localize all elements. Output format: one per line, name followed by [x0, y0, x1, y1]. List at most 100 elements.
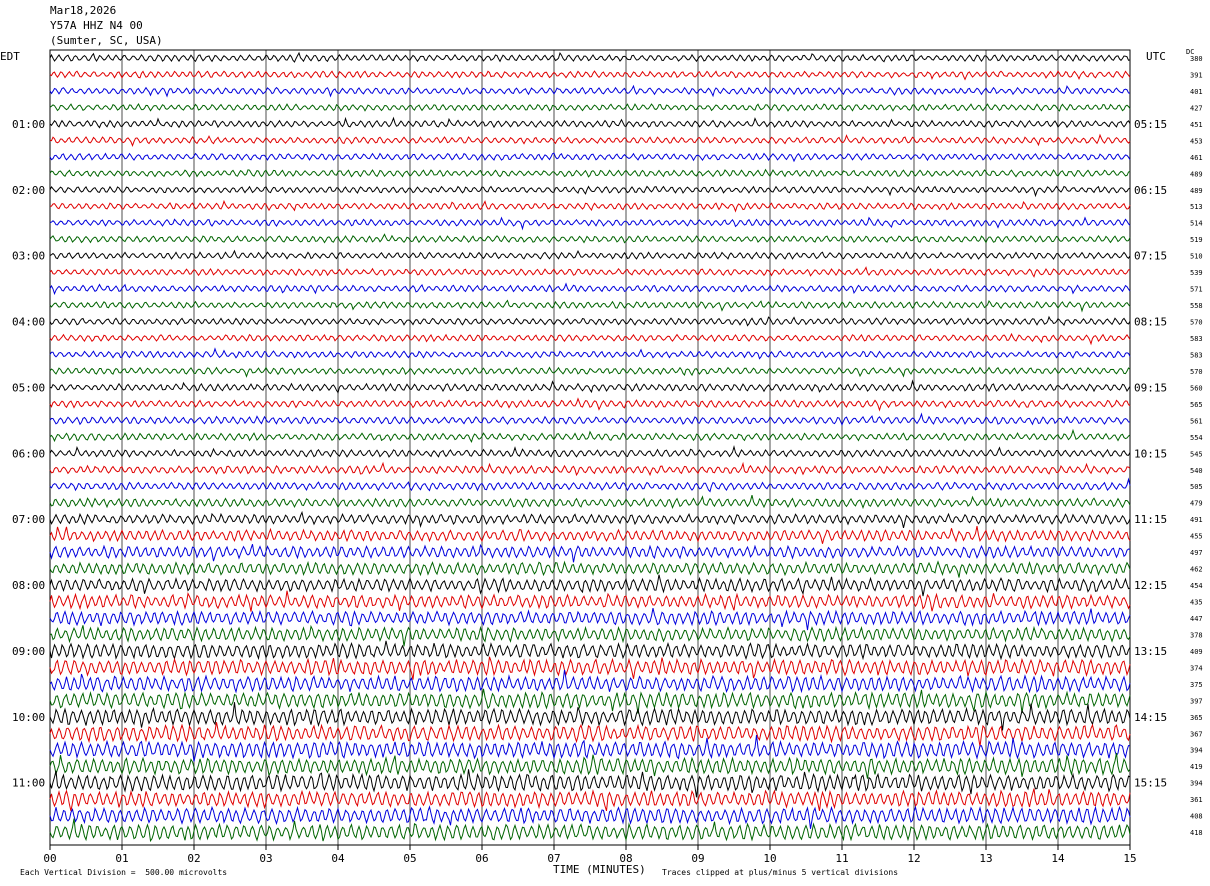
- dc-offset-label: 455: [1190, 533, 1203, 541]
- dc-offset-label: 462: [1190, 566, 1203, 574]
- dc-offset-label: 447: [1190, 615, 1203, 623]
- dc-offset-label: 451: [1190, 121, 1203, 129]
- dc-offset-label: 378: [1190, 631, 1203, 639]
- seismic-trace: [49, 656, 1131, 680]
- utc-time-label: 08:15: [1134, 316, 1167, 329]
- utc-time-label: 06:15: [1134, 184, 1167, 197]
- utc-time-label: 05:15: [1134, 118, 1167, 131]
- seismic-trace: [49, 818, 1131, 843]
- seismic-trace: [49, 249, 1131, 260]
- dc-offset-label: 558: [1190, 302, 1203, 310]
- seismic-trace: [49, 494, 1131, 510]
- dc-offset-label: 545: [1190, 450, 1203, 458]
- station-location: (Sumter, SC, USA): [50, 34, 163, 47]
- seismic-trace: [49, 624, 1131, 647]
- seismic-trace: [49, 116, 1131, 129]
- edt-time-label: 09:00: [12, 645, 45, 658]
- seismic-trace: [49, 133, 1131, 148]
- seismic-trace: [49, 70, 1131, 81]
- seismic-trace: [49, 168, 1131, 178]
- seismic-trace: [49, 669, 1131, 694]
- dc-offset-label: 560: [1190, 384, 1203, 392]
- edt-time-label: 10:00: [12, 711, 45, 724]
- x-tick-label: 03: [259, 852, 272, 865]
- seismic-trace: [49, 722, 1131, 747]
- x-tick-label: 07: [547, 852, 560, 865]
- seismic-trace: [49, 526, 1131, 544]
- edt-time-label: 02:00: [12, 184, 45, 197]
- edt-time-label: 07:00: [12, 513, 45, 526]
- x-tick-label: 14: [1051, 852, 1065, 865]
- edt-time-label: 01:00: [12, 118, 45, 131]
- dc-offset-label: 497: [1190, 549, 1203, 557]
- seismic-trace: [49, 379, 1131, 394]
- utc-axis-title: UTC: [1146, 50, 1166, 63]
- seismic-trace: [49, 688, 1131, 714]
- plot-date: Mar18,2026: [50, 4, 117, 17]
- dc-offset-label: 365: [1190, 714, 1203, 722]
- dc-offset-label: 514: [1190, 220, 1203, 228]
- dc-offset-label: 380: [1190, 55, 1203, 63]
- dc-offset-label: 540: [1190, 467, 1203, 475]
- seismic-trace: [49, 560, 1131, 578]
- dc-offset-label: 454: [1190, 582, 1203, 590]
- seismic-trace: [49, 734, 1130, 762]
- seismic-trace: [49, 590, 1131, 612]
- clip-note: Traces clipped at plus/minus 5 vertical …: [662, 868, 899, 877]
- dc-offset-label: 418: [1190, 829, 1203, 837]
- utc-time-label: 07:15: [1134, 250, 1167, 263]
- dc-offset-label: 397: [1190, 697, 1203, 705]
- x-axis-title: TIME (MINUTES): [553, 863, 646, 876]
- dc-offset-label: 570: [1190, 319, 1203, 327]
- dc-offset-label: 401: [1190, 88, 1203, 96]
- seismic-trace: [49, 412, 1131, 426]
- dc-offset-label: 583: [1190, 351, 1203, 359]
- seismic-trace: [49, 805, 1131, 829]
- x-tick-label: 05: [403, 852, 416, 865]
- seismic-trace: [49, 366, 1131, 378]
- seismic-trace: [49, 574, 1131, 597]
- seismic-trace: [49, 543, 1131, 563]
- seismic-trace: [49, 461, 1131, 477]
- seismic-trace: [49, 185, 1131, 198]
- dc-offset-label: 419: [1190, 763, 1203, 771]
- dc-offset-label: 510: [1190, 253, 1203, 261]
- seismic-trace: [49, 282, 1131, 296]
- edt-time-label: 08:00: [12, 579, 45, 592]
- plot-frame: [49, 49, 1131, 846]
- seismic-trace: [49, 266, 1131, 278]
- x-tick-label: 04: [331, 852, 345, 865]
- seismic-trace: [49, 702, 1131, 731]
- dc-offset-label: 519: [1190, 236, 1203, 244]
- dc-offset-label: 461: [1190, 154, 1203, 162]
- seismic-trace: [49, 397, 1131, 412]
- dc-offset-label: 491: [1190, 516, 1203, 524]
- dc-offset-label: 391: [1190, 71, 1203, 79]
- dc-offset-label: 408: [1190, 813, 1203, 821]
- seismic-trace: [49, 216, 1131, 231]
- x-tick-label: 08: [619, 852, 632, 865]
- dc-offset-label: 539: [1190, 269, 1203, 277]
- dc-offset-label: 374: [1190, 664, 1203, 672]
- dc-offset-label: 561: [1190, 417, 1203, 425]
- dc-offset-label: 479: [1190, 500, 1203, 508]
- seismic-trace: [49, 477, 1131, 493]
- dc-column-title: DC: [1186, 48, 1195, 56]
- dc-offset-label: 375: [1190, 681, 1203, 689]
- edt-time-label: 03:00: [12, 250, 45, 263]
- dc-offset-label: 394: [1190, 747, 1203, 755]
- dc-offset-label: 489: [1190, 170, 1203, 178]
- dc-offset-label: 435: [1190, 599, 1203, 607]
- seismic-trace: [49, 299, 1131, 313]
- dc-offset-label: 505: [1190, 483, 1203, 491]
- seismic-trace: [49, 752, 1131, 779]
- edt-time-label: 06:00: [12, 447, 45, 460]
- seismic-trace: [49, 152, 1131, 163]
- x-tick-label: 09: [691, 852, 704, 865]
- dc-offset-label: 571: [1190, 286, 1203, 294]
- edt-time-label: 11:00: [12, 777, 45, 790]
- seismic-trace: [49, 510, 1131, 529]
- seismic-trace: [49, 347, 1131, 360]
- x-tick-label: 10: [763, 852, 776, 865]
